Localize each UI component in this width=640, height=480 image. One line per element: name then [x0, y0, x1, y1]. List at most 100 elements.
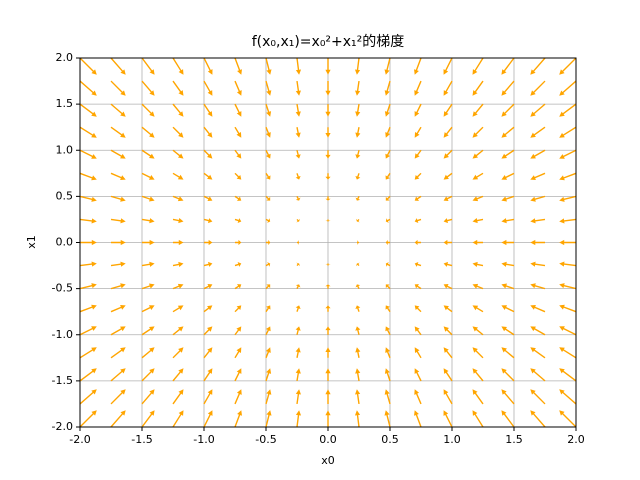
arrow: [325, 347, 331, 358]
arrow: [530, 326, 546, 336]
arrow: [559, 261, 576, 267]
arrow: [234, 410, 242, 427]
arrow: [172, 305, 184, 313]
arrow: [203, 80, 213, 96]
arrow: [355, 127, 361, 138]
arrow: [414, 347, 422, 359]
arrow: [530, 410, 546, 427]
arrow: [559, 283, 576, 290]
arrow: [172, 149, 184, 159]
arrow: [172, 326, 184, 336]
arrow: [355, 368, 361, 381]
arrow: [414, 389, 422, 405]
arrow: [501, 389, 515, 405]
arrow: [530, 368, 546, 382]
arrow: [265, 347, 271, 359]
arrow: [172, 80, 184, 96]
arrow: [141, 126, 155, 138]
arrow: [172, 261, 184, 267]
arrow: [234, 305, 242, 313]
arrow: [110, 195, 126, 202]
arrow: [141, 58, 155, 75]
arrow: [141, 410, 155, 427]
x-tick-label: 0.0: [319, 433, 337, 446]
arrow: [141, 261, 155, 267]
arrow: [295, 58, 302, 75]
arrow: [110, 304, 126, 313]
arrow: [110, 58, 126, 75]
arrow: [354, 410, 361, 427]
arrow: [325, 219, 331, 222]
arrow: [80, 126, 97, 138]
x-tick-label: -0.5: [255, 433, 276, 446]
arrow: [355, 347, 361, 358]
arrow: [472, 239, 483, 246]
arrow: [141, 305, 155, 313]
arrow: [530, 103, 546, 117]
arrow: [355, 389, 361, 405]
arrow: [234, 126, 242, 138]
arrow: [559, 368, 576, 382]
arrow: [530, 58, 546, 75]
arrow: [110, 261, 126, 267]
arrow: [80, 239, 97, 246]
y-tick-label: 0.5: [56, 189, 74, 202]
arrow: [559, 410, 576, 427]
arrow: [443, 261, 453, 267]
arrow: [325, 196, 331, 201]
arrow: [385, 326, 391, 336]
arrow: [80, 261, 97, 267]
arrows: [80, 58, 576, 427]
arrow: [295, 104, 301, 117]
arrow: [172, 410, 184, 427]
arrow: [265, 80, 272, 96]
arrow: [443, 239, 452, 246]
arrow: [141, 80, 155, 96]
arrow: [325, 150, 331, 159]
arrow: [203, 326, 213, 336]
arrow: [414, 103, 422, 117]
arrow: [325, 410, 331, 427]
arrow: [295, 80, 301, 96]
arrow: [172, 347, 184, 359]
arrow: [472, 389, 484, 405]
arrow: [296, 218, 300, 223]
arrow: [559, 149, 576, 159]
arrow: [414, 239, 421, 246]
arrow: [385, 262, 391, 267]
arrow: [472, 261, 484, 267]
arrow: [443, 58, 453, 75]
arrow: [501, 368, 515, 382]
arrow: [559, 58, 576, 75]
arrow: [80, 195, 97, 202]
arrow: [414, 284, 422, 290]
arrow: [325, 389, 331, 404]
arrow: [530, 172, 546, 181]
arrow: [203, 261, 213, 267]
arrow: [501, 347, 515, 359]
arrow: [203, 126, 213, 138]
x-tick-label: -1.5: [131, 433, 152, 446]
arrow: [384, 103, 391, 117]
arrow: [204, 239, 213, 246]
arrow: [472, 172, 484, 180]
arrow: [265, 368, 272, 382]
arrow: [559, 103, 576, 117]
arrow: [265, 103, 272, 117]
arrow: [265, 410, 272, 427]
arrow: [110, 368, 126, 382]
arrow: [295, 368, 301, 381]
arrow: [234, 218, 242, 224]
arrow: [559, 347, 576, 359]
x-tick-label: 2.0: [567, 433, 585, 446]
arrow: [203, 347, 213, 359]
arrow: [501, 326, 515, 336]
arrow: [141, 347, 155, 359]
arrow: [110, 126, 126, 138]
arrow: [559, 304, 576, 313]
arrow: [443, 195, 453, 202]
arrow: [141, 368, 155, 382]
arrow: [385, 218, 391, 223]
arrow: [80, 368, 97, 382]
